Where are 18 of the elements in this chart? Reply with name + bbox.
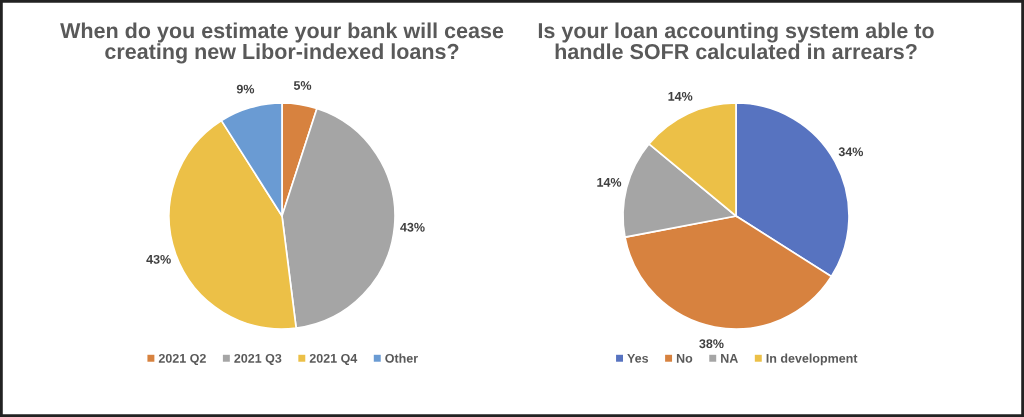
chart-title: Is your loan accounting system able to handle SOFR calculated in arrears? bbox=[538, 22, 934, 60]
data-label: 5% bbox=[293, 81, 312, 90]
legend-label: 2021 Q2 bbox=[158, 353, 206, 366]
data-label: 14% bbox=[597, 177, 622, 187]
legend-label: In development bbox=[766, 353, 858, 366]
legend-label: Other bbox=[385, 353, 418, 363]
legend-label: 2021 Q3 bbox=[234, 353, 282, 366]
legend-label: No bbox=[676, 354, 693, 363]
data-label: 14% bbox=[668, 91, 693, 101]
legend-label: NA bbox=[721, 354, 738, 363]
data-label: 34% bbox=[838, 147, 864, 157]
legend-label: Yes bbox=[627, 354, 649, 363]
data-label: 43% bbox=[146, 254, 171, 264]
data-label: 43% bbox=[400, 222, 425, 232]
data-label: 38% bbox=[699, 339, 724, 349]
chart-title: When do you estimate your bank will cease creating new Libor-indexed loans? bbox=[60, 22, 504, 64]
data-label: 9% bbox=[236, 84, 255, 94]
legend-label: 2021 Q4 bbox=[309, 353, 358, 366]
